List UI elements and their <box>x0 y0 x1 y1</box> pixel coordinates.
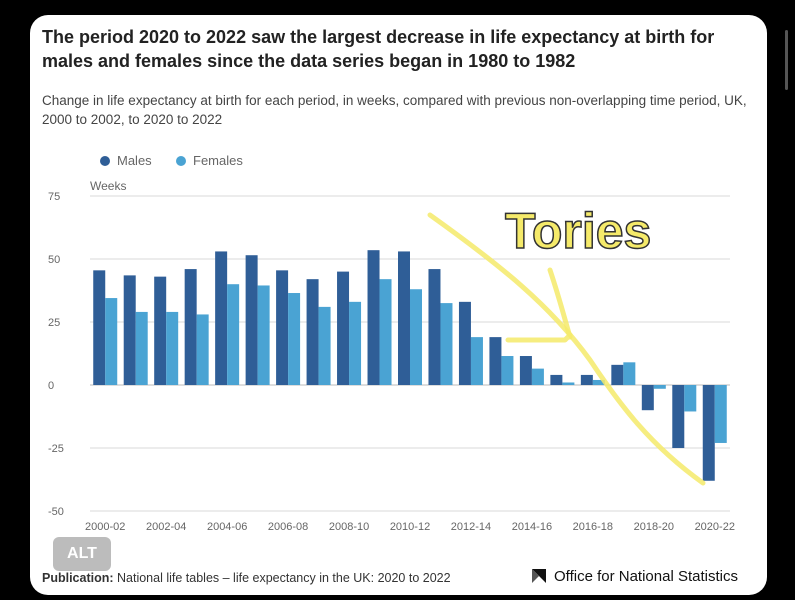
x-tick-label: 2000-02 <box>85 521 125 533</box>
chart-title: The period 2020 to 2022 saw the largest … <box>42 27 715 71</box>
bar-chart: Males Females Weeks 75 50 25 0 -25 -50 2000-0… <box>48 153 735 533</box>
bar-females-2010-12[interactable] <box>410 289 422 385</box>
y-axis-label: Weeks <box>90 179 126 193</box>
legend-label-males: Males <box>117 153 152 168</box>
legend: Males Females <box>100 153 243 168</box>
ons-logo-icon <box>532 569 546 583</box>
bar-females-2014-16[interactable] <box>531 368 544 385</box>
bar-females-2000-02[interactable] <box>105 298 118 385</box>
bar-males-2018-20[interactable] <box>641 385 654 411</box>
bar-females-2009-11[interactable] <box>379 279 392 385</box>
bar-males-2011-13[interactable] <box>428 269 441 385</box>
publication-text[interactable]: National life tables – life expectancy i… <box>113 571 451 585</box>
bar-females-2007-09[interactable] <box>318 306 331 385</box>
bar-males-2015-17[interactable] <box>550 374 563 385</box>
x-tick-label: 2008-10 <box>329 521 369 533</box>
x-tick-label: 2010-12 <box>390 521 430 533</box>
bar-females-2004-06[interactable] <box>227 284 240 385</box>
bar-males-2006-08[interactable] <box>276 270 289 385</box>
bar-males-2014-16[interactable] <box>519 356 532 385</box>
x-tick-label: 2020-22 <box>695 521 735 533</box>
bar-males-2012-14[interactable] <box>458 301 471 385</box>
bar-males-2007-09[interactable] <box>306 279 319 385</box>
bar-males-2019-21[interactable] <box>672 385 685 448</box>
bar-males-2010-12[interactable] <box>398 251 410 385</box>
bar-females-2008-10[interactable] <box>349 301 362 385</box>
chart-card: The period 2020 to 2022 saw the largest … <box>30 15 767 595</box>
x-tick-label: 2016-18 <box>573 521 613 533</box>
bar-females-2016-18[interactable] <box>592 379 605 385</box>
bar-females-2001-03[interactable] <box>135 311 148 385</box>
bar-females-2013-15[interactable] <box>501 356 514 385</box>
bar-males-2013-15[interactable] <box>489 337 502 385</box>
y-tick-label: -25 <box>48 443 64 455</box>
legend-label-females: Females <box>193 153 243 168</box>
annotation-arrow <box>427 212 706 486</box>
y-tick-label: 0 <box>48 380 54 392</box>
x-tick-label: 2002-04 <box>146 521 186 533</box>
chart-subtitle: Change in life expectancy at birth for e… <box>42 93 747 127</box>
bar-males-2016-18[interactable] <box>580 374 593 385</box>
ons-logo[interactable]: Office for National Statistics <box>530 567 738 585</box>
bar-females-2005-07[interactable] <box>257 285 270 385</box>
bars <box>93 250 727 481</box>
bar-females-2020-22[interactable] <box>714 385 727 443</box>
x-tick-label: 2006-08 <box>268 521 308 533</box>
bar-males-2005-07[interactable] <box>245 255 258 385</box>
bar-males-2002-04[interactable] <box>154 276 167 385</box>
y-tick-label: 25 <box>48 317 60 329</box>
scrollbar[interactable] <box>785 30 788 90</box>
bar-females-2003-05[interactable] <box>196 314 209 385</box>
x-tick-label: 2012-14 <box>451 521 491 533</box>
ons-brand-name: Office for National Statistics <box>554 567 738 585</box>
bar-males-2020-22[interactable] <box>702 385 715 481</box>
bar-males-2001-03[interactable] <box>123 275 136 385</box>
x-tick-label: 2014-16 <box>512 521 552 533</box>
y-tick-label: 75 <box>48 191 60 203</box>
bar-females-2019-21[interactable] <box>684 385 697 412</box>
publication-label: Publication: <box>42 571 114 585</box>
x-axis-ticks: 2000-02 2002-04 2004-06 2006-08 2008-10 2010-… <box>85 521 735 533</box>
legend-swatch-males <box>100 156 110 166</box>
annotation-overlay: Tories <box>427 202 706 486</box>
x-tick-label: 2018-20 <box>634 521 674 533</box>
bar-females-2012-14[interactable] <box>470 337 483 385</box>
bar-females-2006-08[interactable] <box>288 293 301 385</box>
bar-females-2015-17[interactable] <box>562 382 575 385</box>
bar-males-2008-10[interactable] <box>337 271 350 385</box>
alt-text-badge[interactable]: ALT <box>53 537 111 571</box>
publication-credit: Publication: National life tables – life… <box>42 571 451 585</box>
bar-males-2009-11[interactable] <box>367 250 380 385</box>
x-tick-label: 2004-06 <box>207 521 247 533</box>
bar-males-2000-02[interactable] <box>93 270 106 385</box>
annotation-arrowhead <box>505 267 573 343</box>
bar-females-2002-04[interactable] <box>166 311 179 385</box>
y-tick-label: -50 <box>48 506 64 518</box>
legend-swatch-females <box>176 156 186 166</box>
y-tick-label: 50 <box>48 254 60 266</box>
bar-males-2003-05[interactable] <box>184 269 197 385</box>
bar-males-2017-19[interactable] <box>611 364 624 385</box>
bar-males-2004-06[interactable] <box>215 251 228 385</box>
bar-females-2017-19[interactable] <box>623 362 636 385</box>
bar-females-2011-13[interactable] <box>440 303 453 385</box>
bar-females-2018-20[interactable] <box>653 385 666 389</box>
annotation-text: Tories <box>505 203 651 259</box>
